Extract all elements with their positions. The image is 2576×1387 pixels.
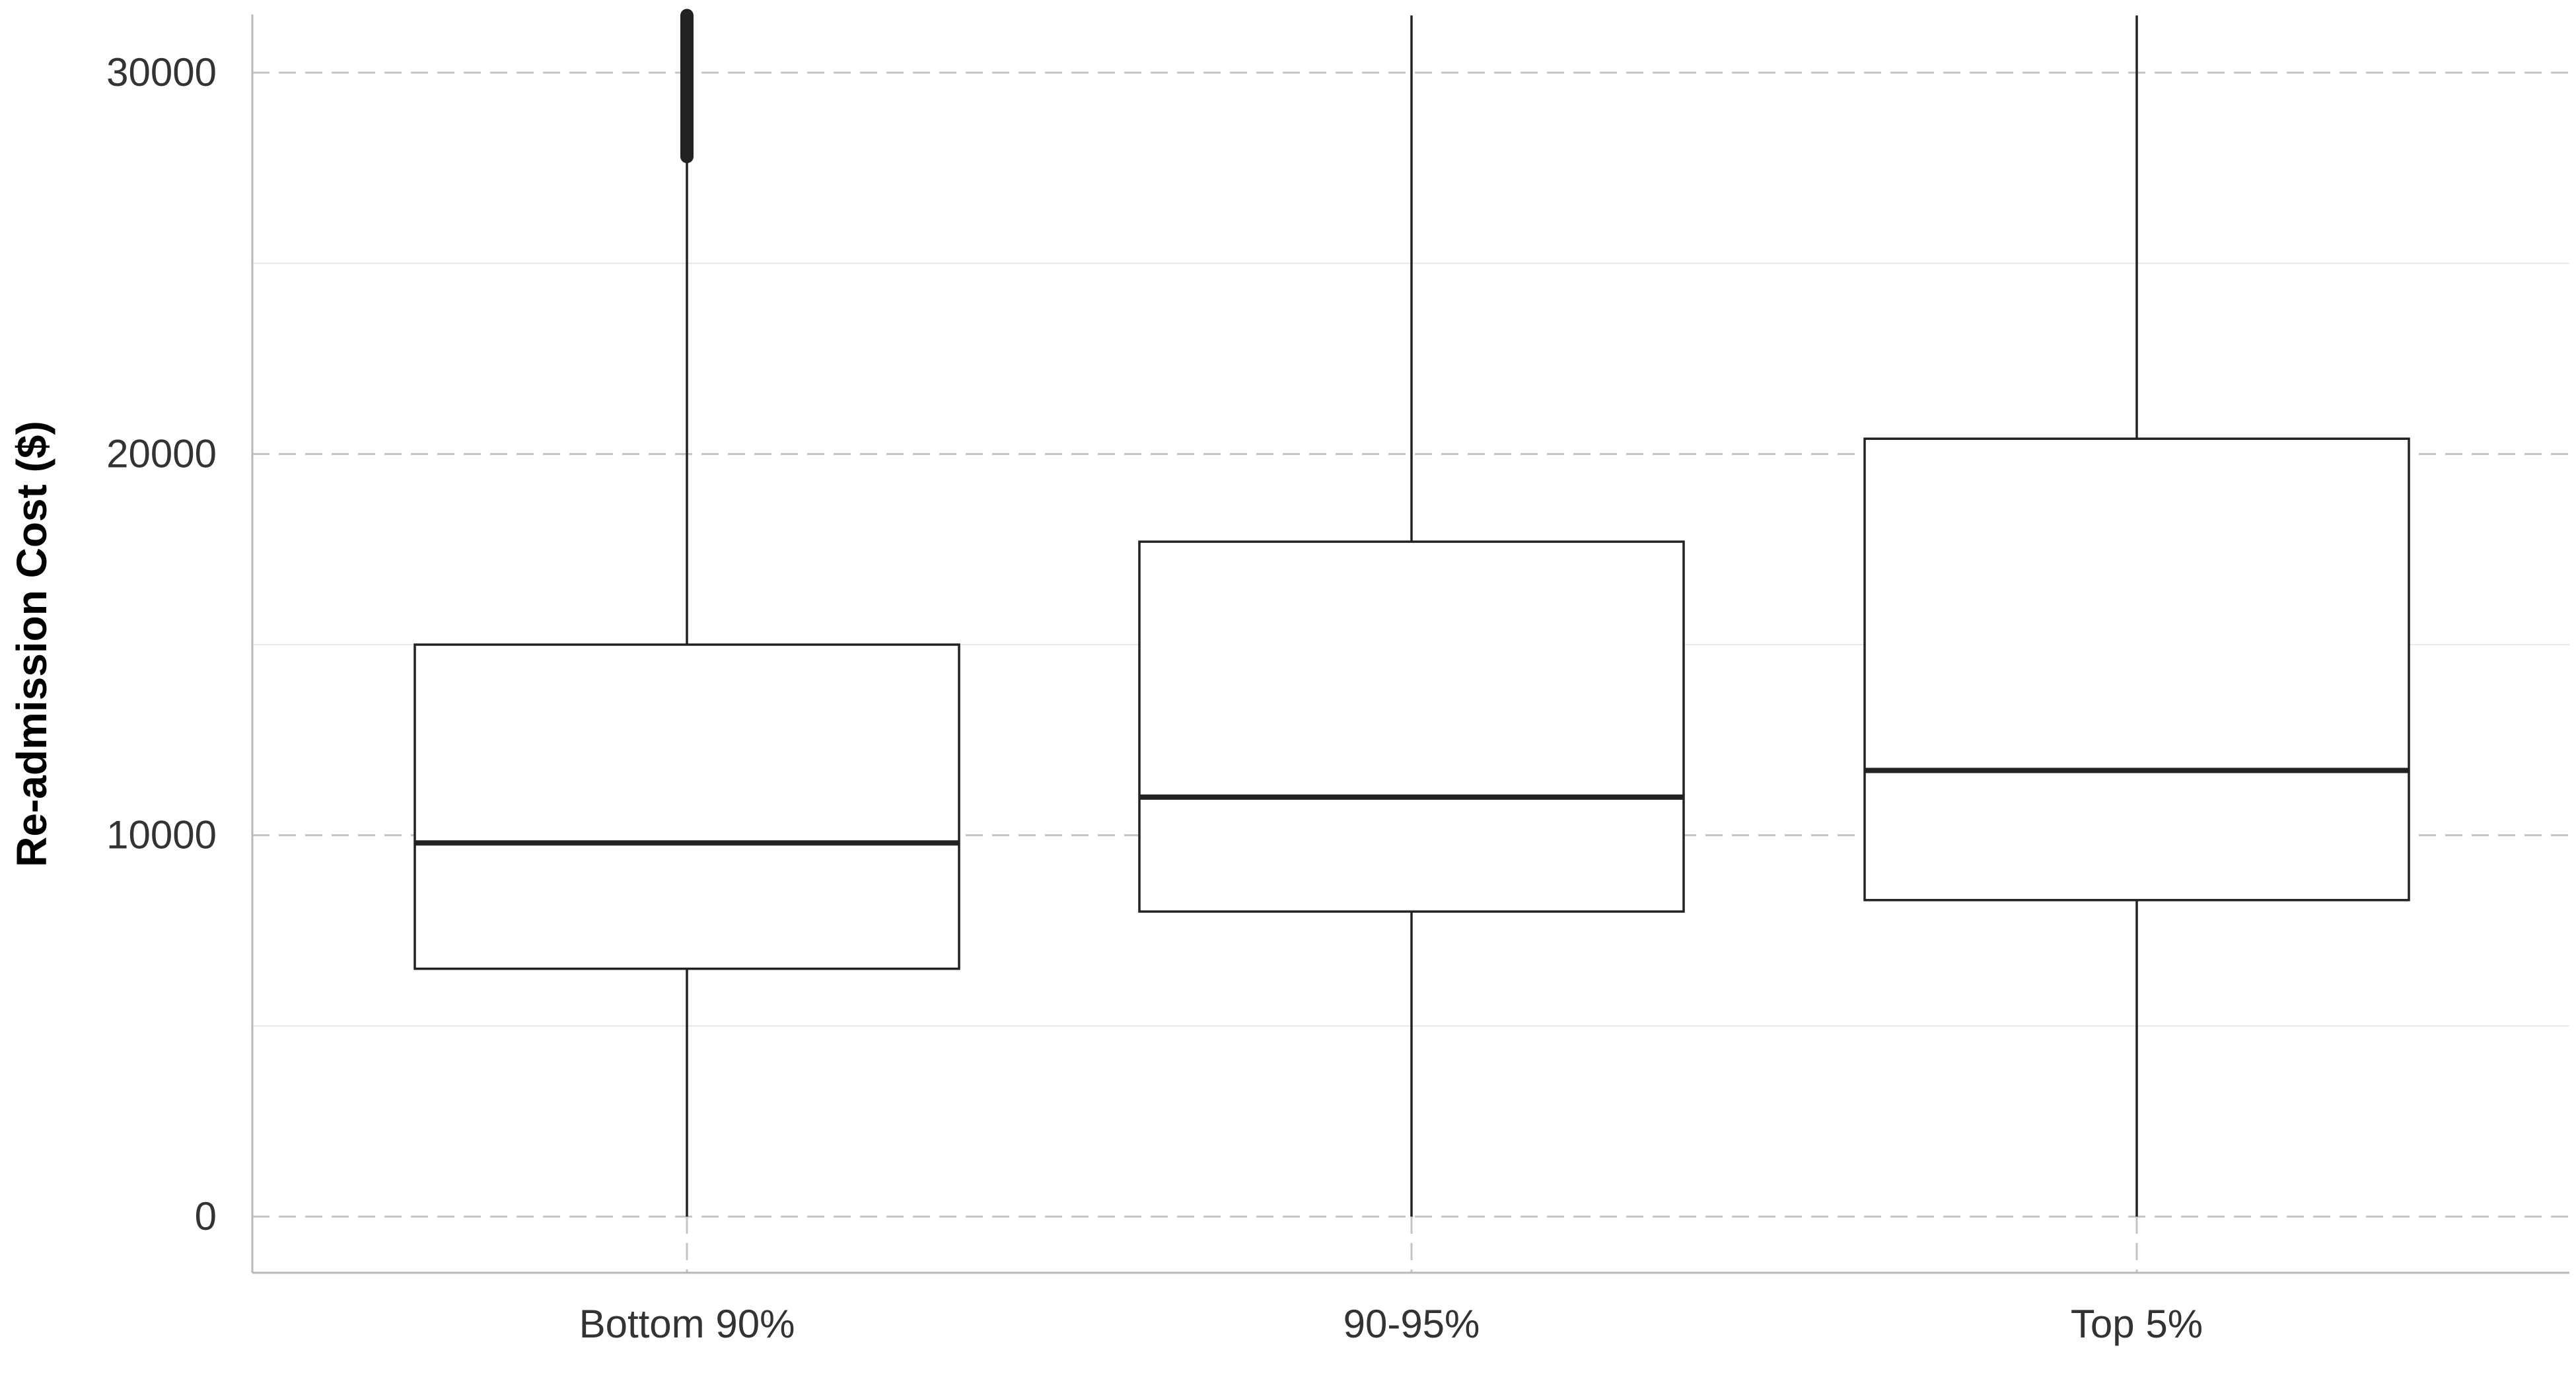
box-group [413,9,960,1217]
x-tick-label: Bottom 90% [579,1302,795,1346]
axis-layer [251,15,2569,1274]
box-group [1138,15,1685,1217]
box-iqr [1138,540,1685,913]
y-tick-label: 20000 [106,431,217,476]
y-tick-label: 0 [195,1194,217,1238]
y-tick-label: 30000 [106,50,217,94]
y-axis-title: Re-admission Cost ($) [8,421,55,867]
box-group [1863,15,2410,1217]
box-layer [413,9,2410,1217]
x-tick-label: Top 5% [2071,1302,2203,1346]
label-layer: 0 10000 20000 30000 Bottom 90% 90-95% Top 5% [106,50,2203,1346]
box-iqr [413,643,960,970]
y-tick-label: 10000 [106,813,217,857]
box-iqr [1863,437,2410,902]
x-tick-label: 90-95% [1343,1302,1480,1346]
